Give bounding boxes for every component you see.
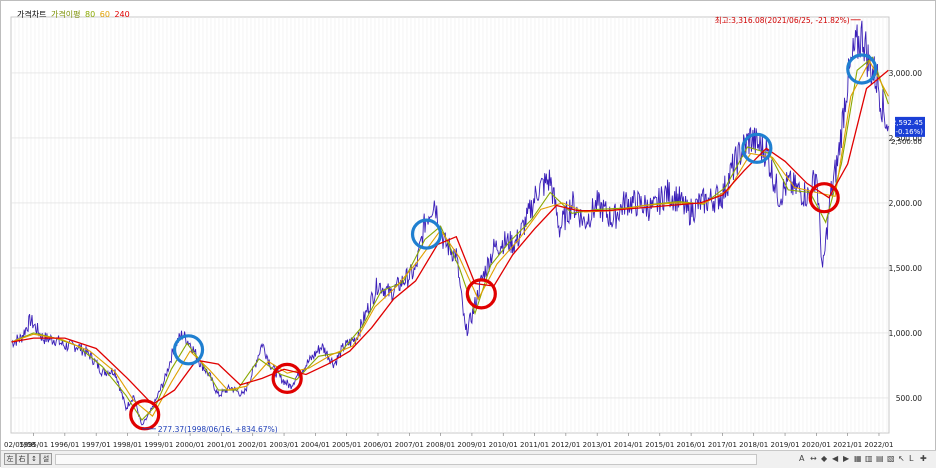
x-tick-label: 2001/01 (207, 441, 236, 449)
x-tick-label: 2002/01 (238, 441, 267, 449)
current-price-box (895, 116, 925, 137)
x-tick-label: 2018/01 (739, 441, 768, 449)
ma-240-line (11, 69, 889, 406)
sell-signal-circle (410, 218, 443, 250)
x-tick-label: 2010/01 (489, 441, 518, 449)
crosshair-tool-icon[interactable]: ✚ (920, 454, 927, 463)
current-change-label: (-0.16%) (893, 128, 923, 136)
y-tick-label: 3,000.00 (889, 69, 923, 78)
chart-legend: 가격차트 가격이평 80 60 240 (17, 9, 132, 20)
x-tick-label: 2013/01 (583, 441, 612, 449)
sell-signal-circle (741, 132, 773, 164)
partial-tick-label: 2,500.00 (891, 138, 922, 146)
annotation-layer: 최고:3,316.08(2021/06/25, -21.82%) 277.37(1… (141, 15, 925, 434)
table-tool-icon[interactable]: ▤ (876, 454, 884, 463)
max-price-label: 최고:3,316.08(2021/06/25, -21.82%) (715, 15, 850, 25)
x-tick-label: 02/05/08 (4, 441, 35, 449)
layout-tool-icon[interactable]: ▥ (865, 454, 873, 463)
ma-80-line (11, 56, 889, 421)
buy-signal-circle (808, 182, 840, 214)
x-tick-label: 2008/01 (426, 441, 455, 449)
scroll-right-button[interactable]: 右 (16, 453, 28, 465)
x-tick-label: 2003/01 (269, 441, 298, 449)
legend-chart-label: 가격차트 (17, 10, 47, 19)
text-tool-icon[interactable]: A (799, 454, 805, 463)
x-tick-label: 1996/01 (50, 441, 79, 449)
x-tick-label: 1995/01 (19, 441, 48, 449)
y-tick-label: 1,000.00 (889, 329, 923, 338)
x-tick-label: 2017/01 (708, 441, 737, 449)
x-tick-label: 2011/01 (520, 441, 549, 449)
y-tick-label: 500.00 (896, 394, 922, 403)
current-price-label: 2,592.45 (892, 119, 923, 127)
y-tick-label: 2,000.00 (889, 199, 923, 208)
x-tick-label: 2022/01 (864, 441, 893, 449)
x-tick-label: 1998/01 (113, 441, 142, 449)
grid-layer (10, 16, 890, 434)
x-tick-label: 2015/01 (645, 441, 674, 449)
x-tick-label: 2006/01 (363, 441, 392, 449)
sell-signal-circle (846, 53, 878, 85)
chart-toolbar: 左 右 ↕ 설 A ↔ ◆ ◀ ▶ ▦ ▥ ▤ ▧ ↖ L ✚ (1, 450, 936, 468)
zoom-button[interactable]: ↕ (28, 453, 40, 465)
buy-signal-circle (465, 278, 497, 310)
grid-tool-icon[interactable]: ▦ (854, 454, 862, 463)
x-tick-label: 2004/01 (301, 441, 330, 449)
pan-tool-icon[interactable]: ↔ (810, 454, 817, 463)
x-tick-label: 2021/01 (833, 441, 862, 449)
legend-ma-label: 가격이평 (51, 10, 81, 19)
chart-type-icon[interactable]: ▧ (887, 454, 895, 463)
legend-ma-240: 240 (114, 10, 130, 19)
legend-ma-80: 80 (85, 10, 96, 19)
marker-layer (129, 53, 878, 431)
line-tool-icon[interactable]: L (909, 454, 914, 463)
x-tick-label: 1997/01 (82, 441, 111, 449)
y-tick-label: 2,500.00 (889, 134, 923, 143)
x-tick-label: 2019/01 (770, 441, 799, 449)
prev-icon[interactable]: ◀ (832, 454, 839, 463)
x-tick-label: 2016/01 (677, 441, 706, 449)
x-tick-label: 1999/01 (144, 441, 173, 449)
y-tick-label: 1,500.00 (889, 264, 923, 273)
x-tick-label: 2000/01 (176, 441, 205, 449)
plot-area (10, 16, 890, 434)
x-tick-label: 2009/01 (457, 441, 486, 449)
legend-ma-60: 60 (99, 10, 110, 19)
x-tick-label: 2012/01 (551, 441, 580, 449)
chart-scrollbar[interactable] (55, 454, 757, 465)
settings-button[interactable]: 설 (40, 453, 52, 465)
buy-signal-circle (271, 362, 303, 394)
diamond-tool-icon[interactable]: ◆ (821, 454, 828, 463)
min-price-label: 277.37(1998/06/16, +834.67%) (158, 425, 278, 434)
x-tick-label: 2020/01 (802, 441, 831, 449)
x-tick-label: 2014/01 (614, 441, 643, 449)
x-tick-label: 2005/01 (332, 441, 361, 449)
x-tick-label: 2007/01 (395, 441, 424, 449)
pointer-tool-icon[interactable]: ↖ (898, 454, 905, 463)
next-icon[interactable]: ▶ (843, 454, 850, 463)
sell-signal-circle (172, 334, 205, 366)
scroll-left-button[interactable]: 左 (4, 453, 16, 465)
